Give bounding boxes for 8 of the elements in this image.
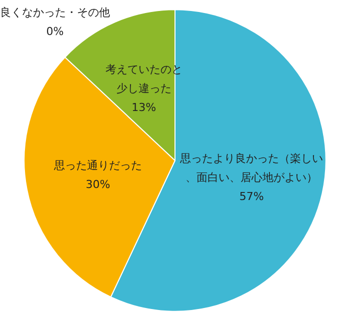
slice-label: 考えていたのと少し違った xyxy=(105,63,182,96)
slice-label: 思ったより良かった（楽しい、面白い、居心地がよい） xyxy=(179,152,324,184)
data-label: 57% xyxy=(239,190,264,204)
data-label: 30% xyxy=(86,178,110,192)
slice-label: 思った通りだった xyxy=(52,159,142,172)
text: 0% xyxy=(46,25,64,38)
category-label: 良くなかった・その他 xyxy=(0,6,110,19)
data-label: 13% xyxy=(132,101,156,114)
